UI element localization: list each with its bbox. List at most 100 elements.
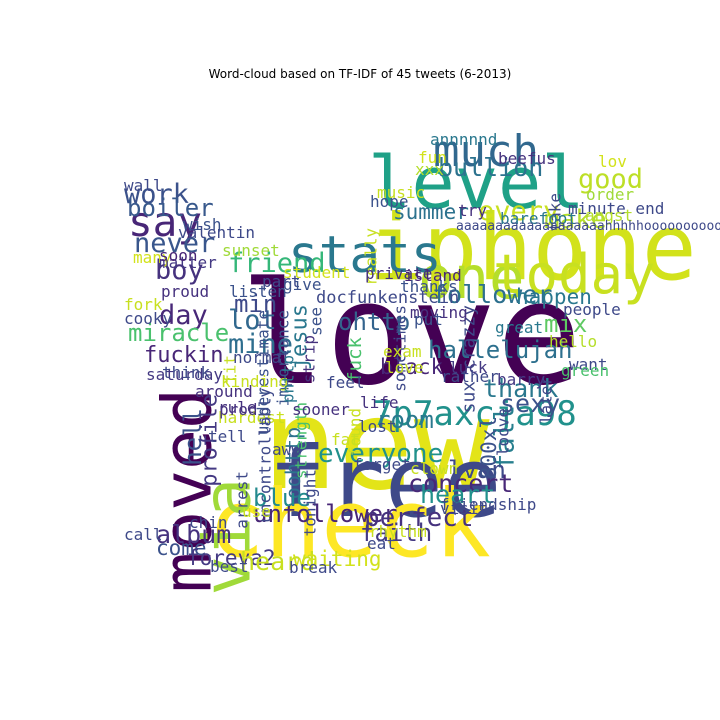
word-faith: faith (360, 519, 432, 547)
word-love: love (385, 358, 424, 377)
word-sux-crazzy: sux crazzy (459, 305, 480, 414)
word-found: found (346, 408, 365, 456)
word-foreva2: foreva2 (187, 546, 276, 570)
word-chin: chin (189, 513, 228, 532)
word-one: one (418, 243, 525, 312)
word-aww: aww (272, 440, 301, 459)
word-rhythm: rhythm (369, 522, 427, 541)
word-today: today (493, 243, 656, 306)
word-part: part (262, 272, 301, 291)
word-free: free (268, 426, 502, 539)
word-give: give (283, 275, 322, 294)
word-xxx: xxx (415, 160, 444, 179)
word-say: say (128, 198, 202, 246)
word-perfect: perfect (364, 503, 474, 533)
word-hell: hell (179, 408, 207, 466)
word-minute-end: minute end (568, 199, 664, 218)
word-never: never (134, 228, 215, 259)
word-luck: luck (449, 358, 488, 377)
word-day: day (159, 300, 208, 331)
word-importance: importance (274, 310, 293, 406)
word-fun: fun (418, 148, 447, 167)
word-eat: eat (367, 534, 396, 553)
word-boy: boy (155, 255, 204, 286)
word-order: order (586, 185, 635, 204)
word-listen: listen (229, 282, 287, 301)
word-use: use (242, 502, 271, 521)
word-proud: proud (161, 282, 209, 301)
word-exam: exam (383, 342, 422, 361)
word-annnnnd: annnnnd (430, 130, 497, 149)
word-lot: lot (228, 305, 277, 336)
word-break: break (289, 558, 338, 577)
word-strength: strength (292, 402, 311, 479)
word-kinding: kinding (221, 372, 288, 391)
word-sexy: sexy (500, 389, 560, 418)
word-rule: rule (218, 398, 257, 417)
word-every: every (478, 196, 559, 227)
word-work: work (124, 179, 189, 210)
word-feel: feel (326, 373, 365, 392)
word-boiler: boiler (127, 194, 214, 222)
word-underestimate: underestimate (254, 310, 273, 435)
word-barry: barry (497, 370, 546, 389)
word-island: island (404, 266, 462, 285)
word-saturday: saturday (146, 365, 223, 384)
word-sunset: sunset (222, 241, 280, 260)
word-forget: forget (353, 455, 411, 474)
word-waiting: waiting (293, 547, 382, 571)
word-wish: wish (183, 215, 222, 234)
word-angst: angst (585, 206, 633, 225)
word-take: take (546, 193, 565, 232)
word-mine: mine (228, 329, 293, 360)
word-prod: prod (219, 400, 258, 419)
chart-title: Word-cloud based on TF-IDF of 45 tweets … (208, 67, 512, 81)
word-fat: fat (331, 430, 360, 449)
word-new: new (262, 371, 490, 518)
word-want: want (569, 355, 608, 374)
word-miracle: miracle (128, 319, 229, 347)
word-good: good (578, 164, 643, 195)
word-hello: hello (549, 332, 597, 351)
word-via: via (191, 478, 266, 595)
word-hope: hope (370, 192, 409, 211)
word-min: min (234, 290, 277, 318)
word-matter: matter (159, 253, 217, 272)
word-docfunkenstein: docfunkenstein (316, 288, 459, 308)
word-hallelujah: hallelujah (428, 336, 573, 364)
word-friend: friend (228, 248, 326, 279)
word-fuckin: fuckin (144, 343, 223, 368)
word-tonight: tonight (301, 469, 320, 536)
word-bullion: bullion (438, 153, 543, 182)
word-clown: clown (410, 459, 458, 478)
word-really: really (362, 228, 381, 286)
word-barefoot: barefoot (500, 209, 577, 228)
word-great: great (495, 318, 543, 337)
word-follower: follower (432, 280, 552, 309)
word-life: life (360, 393, 399, 412)
word-soon: soon (159, 246, 198, 265)
word-green: green (561, 361, 609, 380)
word-strip: strip (300, 335, 319, 383)
word-level: level (368, 141, 585, 225)
word-iphone: iphone (368, 196, 697, 301)
word-pnttp: pnttp (279, 355, 298, 403)
word-black: black (380, 355, 444, 379)
word-mix: mix (544, 310, 587, 338)
word-aaaaaaaaaaaaaaaaaaahhhhhooooooooooo: aaaaaaaaaaaaaaaaaaahhhhhooooooooooo (456, 219, 720, 234)
word-concert: concert (408, 469, 513, 498)
word-many: many (133, 248, 172, 267)
word-room: room (376, 406, 434, 434)
word-valentin: valentin (178, 223, 255, 242)
word-thank: thank (483, 374, 558, 403)
word-around: around (195, 382, 253, 401)
word-lvan: lvan (448, 456, 506, 484)
word-call: call (124, 525, 163, 544)
word-heart: heart (420, 480, 495, 509)
word-fuck: fuck (344, 336, 366, 382)
word-music: music (377, 183, 425, 202)
word-moved: moved (149, 388, 228, 593)
word-try: try (458, 201, 487, 220)
word-stats: stats (288, 226, 442, 285)
